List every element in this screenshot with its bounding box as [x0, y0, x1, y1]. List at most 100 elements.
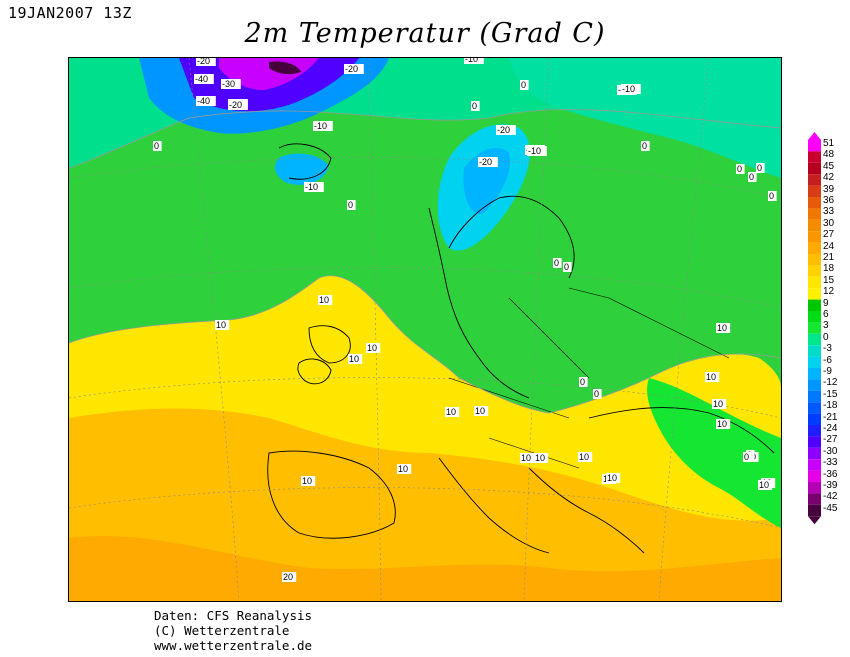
legend-tick-label: 15: [823, 274, 835, 286]
contour-label: 10: [349, 354, 359, 364]
legend-swatch: [808, 504, 821, 517]
footer-data-source: Daten: CFS Reanalysis: [154, 608, 313, 623]
contour-label: 10: [759, 480, 769, 490]
legend-swatch: [808, 242, 821, 254]
contour-label: -40: [197, 96, 210, 106]
contour-label-bg: [282, 572, 297, 582]
contour-label: 0: [594, 389, 599, 399]
legend-swatch: [808, 311, 821, 323]
contour-label-bg: [397, 464, 412, 474]
legend-swatch: [808, 276, 821, 289]
contour-label: 0: [749, 172, 754, 182]
east-green: [647, 378, 781, 528]
legend-tick-label: -39: [823, 480, 838, 491]
legend-tick-label: 9: [823, 297, 829, 309]
legend-tick-label: 48: [823, 149, 835, 161]
legend-min-arrow: [808, 516, 821, 525]
contour-label-bg: [496, 125, 516, 135]
contour-label: 10: [475, 406, 485, 416]
legend-tick-label: 21: [823, 252, 835, 263]
contour-label: 10: [535, 453, 545, 463]
contour-label-bg: [215, 320, 230, 330]
hot-zone: [69, 408, 781, 601]
contour-label-bg: [313, 121, 333, 131]
legend-tick-label: 45: [823, 160, 835, 172]
contour-label: 0: [744, 452, 749, 462]
legend-swatch: [808, 368, 821, 380]
contour-label-bg: [621, 84, 641, 94]
footer-copyright: (C) Wetterzentrale: [154, 623, 290, 638]
contour-label: 10: [398, 464, 408, 474]
legend-swatch: [808, 288, 821, 300]
legend-tick-label: 18: [823, 263, 835, 275]
contour-label: -40: [195, 74, 208, 84]
legend-swatch: [808, 379, 821, 391]
contour-label-bg: [736, 164, 745, 174]
legend-tick-label: -42: [823, 491, 838, 503]
contour-label-bg: [527, 146, 547, 156]
legend-tick-label: 33: [823, 206, 835, 218]
contour-label-bg: [641, 141, 650, 151]
legend-tick-label: 30: [823, 217, 835, 229]
legend-swatch: [808, 219, 821, 232]
legend-tick-label: 6: [823, 309, 829, 320]
legend-tick-label: 42: [823, 172, 835, 184]
contour-label-bg: [563, 262, 572, 272]
contour-label-bg: [756, 163, 765, 173]
contour-label-bg: [347, 200, 356, 210]
contour-label: -20: [345, 64, 358, 74]
contour-label: -20: [479, 157, 492, 167]
contour-label-bg: [366, 343, 381, 353]
legend-swatch: [808, 151, 821, 163]
contour-label: -10: [314, 121, 327, 131]
legend-tick-label: -18: [823, 400, 838, 412]
legend-swatch: [808, 197, 821, 209]
contour-labels: -20-40-30-20-40-20-20-10-10-10-10-20-10-…: [153, 58, 777, 582]
legend-tick-label: -21: [823, 411, 838, 423]
contour-label-bg: [228, 100, 248, 110]
contour-label-bg: [196, 96, 216, 106]
legend-tick-label: -6: [823, 354, 832, 366]
contour-label: 0: [154, 141, 159, 151]
legend-swatch: [808, 162, 821, 175]
map-title: 2m Temperatur (Grad C): [244, 18, 606, 49]
contour-label-bg: [344, 64, 364, 74]
legend-swatch: [808, 470, 821, 482]
color-legend: 51 48 45 42 39 36 33 30 27 24 21 18 15 12 9 6 3 0 -3 -6 -9 -1…: [807, 132, 850, 527]
contour-label: -30: [222, 79, 235, 89]
legend-tick-label: -27: [823, 434, 838, 446]
date-label: 19JAN2007 13Z: [8, 4, 132, 22]
contour-label: 0: [348, 200, 353, 210]
map-canvas: -20-40-30-20-40-20-20-10-10-10-10-20-10-…: [69, 58, 781, 601]
contour-label-bg: [474, 406, 489, 416]
contour-label: 0: [757, 163, 762, 173]
footer-credits: Daten: CFS Reanalysis (C) Wetterzentrale…: [154, 608, 312, 653]
contour-label-bg: [553, 258, 562, 268]
hotter-zone: [69, 535, 781, 601]
legend-swatch: [808, 140, 821, 152]
graticule: [69, 58, 781, 601]
contour-label: 10: [717, 323, 727, 333]
contour-label-bg: [471, 101, 480, 111]
legend-swatch: [808, 436, 821, 448]
iceland-cold: [275, 153, 329, 185]
contour-label: 10: [579, 452, 589, 462]
contour-label: 0: [769, 191, 774, 201]
contour-label-bg: [606, 473, 621, 483]
contour-label-bg: [579, 377, 588, 387]
contour-label-bg: [318, 295, 333, 305]
legend-tick-label: 36: [823, 195, 835, 206]
legend-tick-label: -30: [823, 445, 838, 457]
contour-label: 10: [521, 453, 531, 463]
legend-swatch: [808, 425, 821, 437]
legend-tick-label: 39: [823, 183, 835, 195]
legend-swatch: [808, 356, 821, 368]
contour-label: -10: [305, 182, 318, 192]
contour-label-bg: [464, 58, 484, 64]
legend-swatch: [808, 482, 821, 494]
legend-swatch: [808, 333, 821, 346]
legend-swatch: [808, 345, 821, 357]
contour-label-bg: [221, 79, 241, 89]
contour-label-bg: [520, 453, 535, 463]
legend-swatch: [808, 231, 821, 243]
